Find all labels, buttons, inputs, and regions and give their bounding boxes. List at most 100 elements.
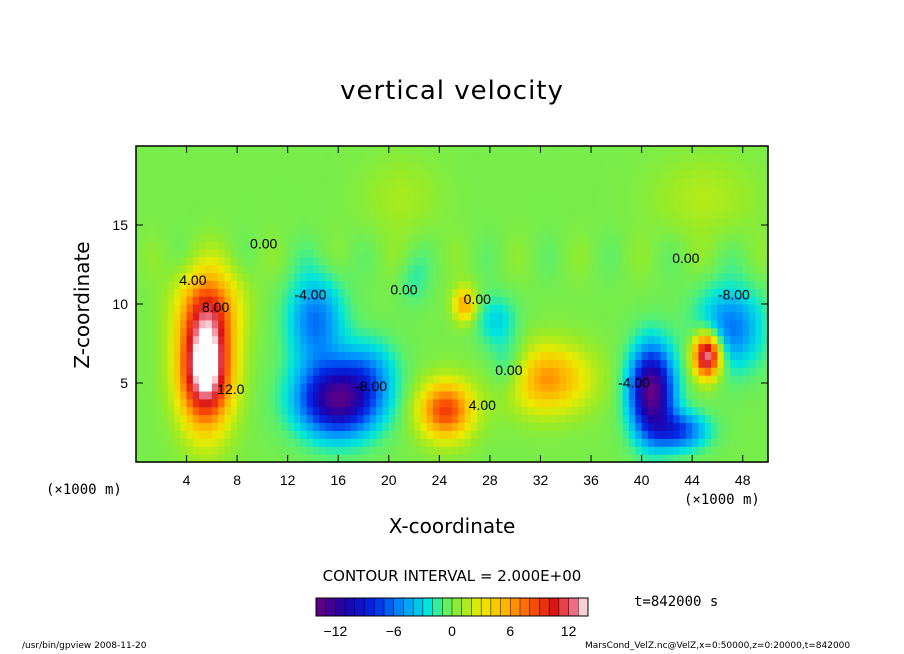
heatmap-cell [350,359,358,368]
heatmap-cell [502,146,510,155]
heatmap-cell [647,359,655,368]
heatmap-cell [534,383,542,392]
heatmap-cell [192,367,200,376]
heatmap-cell [489,319,497,329]
heatmap-cell [565,280,573,289]
heatmap-cell [262,240,270,250]
heatmap-cell [496,454,504,463]
heatmap-cell [312,430,320,439]
heatmap-cell [660,232,668,242]
heatmap-cell [350,153,358,163]
heatmap-cell [357,296,365,305]
heatmap-cell [711,177,719,187]
heatmap-cell [641,232,649,242]
heatmap-cell [458,335,466,345]
heatmap-cell [685,177,693,187]
heatmap-cell [148,367,156,376]
heatmap-cell [647,454,655,463]
heatmap-cell [363,430,371,439]
heatmap-cell [496,209,504,218]
heatmap-cell [395,288,403,297]
heatmap-cell [300,430,308,439]
heatmap-cell [603,169,611,179]
heatmap-cell [180,446,188,455]
heatmap-cell [224,454,232,463]
heatmap-cell [433,375,440,384]
heatmap-cell [508,217,516,226]
heatmap-cell [565,398,573,408]
heatmap-cell [723,406,731,416]
heatmap-cell [445,351,453,360]
heatmap-cell [357,398,365,408]
heatmap-cell [673,146,681,155]
heatmap-cell [319,359,327,368]
heatmap-cell [464,280,472,289]
heatmap-cell [622,446,630,455]
footer-command: /usr/bin/gpview 2008-11-20 [22,641,147,651]
heatmap-cell [161,359,169,368]
heatmap-cell [173,430,181,439]
heatmap-cell [730,272,737,281]
heatmap-cell [534,311,542,321]
heatmap-cell [331,351,339,360]
heatmap-cell [502,280,510,289]
heatmap-cell [319,390,327,400]
heatmap-cell [458,414,466,424]
heatmap-cell [237,383,245,392]
heatmap-cell [578,438,586,447]
heatmap-cell [540,414,548,424]
heatmap-cell [173,343,181,352]
heatmap-cell [211,430,219,439]
heatmap-cell [224,288,232,297]
heatmap-cell [407,438,415,447]
heatmap-cell [534,169,542,179]
heatmap-cell [464,146,472,155]
heatmap-cell [249,327,257,337]
heatmap-cell [628,264,636,273]
heatmap-cell [761,225,769,234]
heatmap-cell [281,256,289,266]
heatmap-cell [243,240,251,250]
heatmap-cell [237,201,245,210]
heatmap-cell [622,343,630,352]
heatmap-cell [161,454,169,463]
heatmap-cell [331,240,339,250]
heatmap-cell [186,398,194,408]
heatmap-cell [679,240,687,250]
heatmap-cell [559,209,567,218]
heatmap-cell [470,288,478,297]
heatmap-cell [711,311,719,321]
heatmap-cell [502,225,510,234]
heatmap-cell [218,398,226,408]
heatmap-cell [736,296,744,305]
heatmap-cell [395,169,403,179]
heatmap-cell [357,414,365,424]
heatmap-cell [508,367,516,376]
heatmap-cell [698,367,706,376]
heatmap-cell [407,454,415,463]
heatmap-cell [205,383,213,392]
heatmap-cell [205,146,213,155]
heatmap-cell [256,343,263,352]
heatmap-cell [243,375,251,384]
heatmap-cell [414,406,421,416]
heatmap-cell [496,161,504,171]
heatmap-cell [350,375,358,384]
heatmap-cell [281,288,289,297]
heatmap-cell [622,209,630,218]
heatmap-cell [647,248,655,258]
heatmap-cell [433,351,440,360]
heatmap-cell [167,343,175,352]
heatmap-cell [287,153,295,163]
heatmap-cell [445,185,453,194]
heatmap-cell [654,398,662,408]
heatmap-cell [540,146,548,155]
heatmap-cell [635,232,643,242]
heatmap-cell [211,319,219,329]
heatmap-cell [622,375,630,384]
heatmap-cell [395,446,403,455]
heatmap-cell [692,398,700,408]
heatmap-cell [211,311,219,321]
heatmap-cell [325,351,333,360]
heatmap-cell [749,146,756,155]
